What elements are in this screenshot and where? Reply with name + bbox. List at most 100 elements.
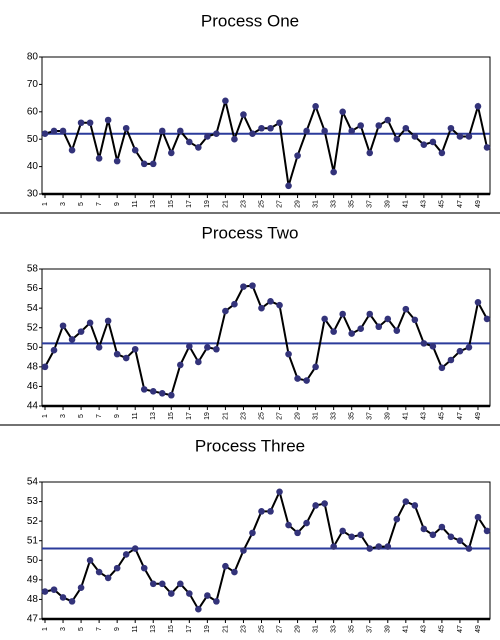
- data-point: [402, 124, 410, 132]
- x-tick-label: 11: [132, 625, 139, 632]
- data-point: [158, 389, 166, 397]
- data-point: [95, 155, 103, 162]
- data-point: [240, 283, 247, 290]
- x-tick-label: 5: [78, 202, 85, 206]
- data-point: [177, 580, 184, 588]
- x-tick-label: 43: [421, 625, 428, 633]
- y-tick-label: 70: [27, 79, 39, 90]
- data-point: [222, 97, 229, 105]
- x-tick-label: 35: [349, 200, 356, 208]
- x-tick-label: 45: [439, 412, 446, 420]
- y-tick-label: 52: [27, 322, 39, 333]
- x-tick-label: 45: [439, 625, 446, 633]
- x-tick-label: 49: [475, 625, 482, 633]
- data-point: [213, 130, 220, 138]
- data-point: [68, 336, 76, 343]
- x-tick-label: 23: [240, 200, 247, 208]
- x-tick-label: 11: [132, 412, 139, 419]
- x-tick-label: 41: [403, 200, 410, 208]
- x-tick-label: 27: [276, 412, 283, 420]
- data-line: [44, 284, 488, 397]
- x-tick-label: 25: [258, 412, 265, 420]
- data-point: [195, 605, 202, 613]
- data-point: [158, 127, 166, 135]
- x-tick-label: 13: [150, 200, 157, 208]
- data-point: [375, 323, 383, 331]
- data-point: [149, 160, 157, 168]
- x-tick-label: 21: [222, 412, 229, 420]
- data-point: [339, 108, 346, 116]
- data-point: [447, 356, 455, 364]
- x-tick-label: 15: [168, 625, 175, 633]
- data-point: [348, 330, 355, 337]
- y-tick-label: 56: [27, 283, 39, 294]
- data-point: [167, 149, 175, 157]
- x-tick-label: 13: [150, 625, 157, 633]
- x-tick-label: 19: [204, 200, 211, 208]
- x-tick-label: 5: [78, 414, 85, 418]
- data-point: [195, 358, 202, 366]
- x-tick-label: 33: [330, 200, 337, 208]
- data-line: [44, 488, 488, 612]
- data-point: [149, 580, 157, 588]
- plot-frame: [41, 268, 491, 407]
- data-point: [95, 343, 103, 351]
- data-point: [41, 363, 49, 371]
- data-point: [366, 545, 374, 552]
- data-point: [204, 133, 211, 140]
- y-tick-label: 60: [27, 106, 39, 117]
- data-point: [393, 135, 401, 143]
- data-point: [312, 502, 319, 509]
- data-point: [483, 144, 491, 151]
- data-point: [213, 598, 220, 605]
- x-tick-label: 29: [294, 200, 301, 208]
- x-tick-label: 47: [457, 200, 464, 208]
- y-tick-label: 80: [27, 52, 39, 63]
- data-point: [339, 527, 346, 535]
- data-point: [393, 327, 401, 334]
- data-point: [122, 124, 130, 132]
- data-point: [140, 160, 148, 168]
- data-point: [375, 122, 383, 129]
- data-point: [140, 386, 148, 393]
- data-point: [167, 391, 175, 399]
- data-point: [384, 543, 392, 550]
- x-tick-label: 7: [96, 414, 103, 418]
- x-tick-label: 49: [475, 200, 482, 208]
- data-point: [68, 598, 76, 605]
- data-point: [249, 282, 256, 289]
- data-point: [429, 343, 437, 350]
- data-point: [240, 111, 247, 118]
- x-tick-label: 5: [78, 627, 85, 631]
- x-tick-label: 9: [114, 202, 121, 206]
- data-point: [77, 119, 85, 127]
- data-point: [384, 315, 392, 323]
- data-point: [456, 133, 464, 140]
- data-point: [249, 529, 256, 537]
- data-point: [303, 519, 310, 527]
- data-point: [483, 527, 491, 535]
- x-tick-label: 17: [186, 412, 193, 420]
- data-point: [312, 363, 319, 371]
- x-tick-label: 1: [42, 202, 49, 206]
- data-point: [59, 127, 67, 135]
- data-point: [267, 124, 274, 132]
- plot-frame: [41, 481, 491, 620]
- x-tick-label: 25: [258, 200, 265, 208]
- y-tick-label: 44: [27, 401, 39, 412]
- chart-title: Process Two: [201, 223, 298, 242]
- data-point: [50, 586, 58, 593]
- data-point: [95, 568, 103, 576]
- x-tick-label: 31: [312, 412, 319, 420]
- x-tick-label: 7: [96, 627, 103, 631]
- x-tick-label: 19: [204, 625, 211, 633]
- x-tick-label: 1: [42, 414, 49, 418]
- y-tick-label: 48: [27, 594, 39, 605]
- data-point: [438, 149, 446, 157]
- x-tick-label: 15: [168, 200, 175, 208]
- data-point: [86, 319, 94, 327]
- data-point: [312, 103, 319, 110]
- y-tick-label: 52: [27, 516, 39, 527]
- data-point: [113, 564, 121, 572]
